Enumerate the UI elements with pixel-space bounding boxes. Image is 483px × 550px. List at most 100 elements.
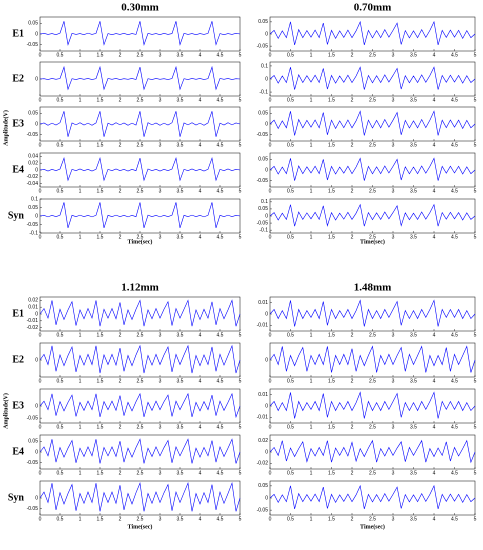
- y-tick-label: -0.05: [257, 132, 269, 138]
- x-tick-label: 2.5: [137, 516, 144, 522]
- panel-title: 0.30mm: [121, 2, 159, 14]
- x-tick-label: 4.5: [451, 470, 458, 476]
- row-label: E3: [12, 400, 24, 411]
- row-label: E4: [12, 164, 24, 175]
- y-tick-label: 0: [265, 76, 268, 82]
- y-tick-label: 0.05: [258, 157, 268, 163]
- row-label: E1: [12, 308, 24, 319]
- x-tick-label: 2.5: [137, 52, 144, 58]
- x-tick-label: 0.5: [57, 516, 64, 522]
- x-tick-label: 1: [79, 516, 82, 522]
- y-tick-label: 0: [35, 76, 38, 82]
- x-tick-label: 1: [310, 142, 313, 148]
- y-tick-label: 0.05: [28, 111, 38, 117]
- x-tick-label: 2: [119, 188, 122, 194]
- x-tick-label: 1: [310, 97, 313, 103]
- x-tick-label: 4: [199, 516, 202, 522]
- x-tick-label: 3: [392, 378, 395, 384]
- x-tick-label: 4: [199, 52, 202, 58]
- x-tick-label: 2.5: [137, 188, 144, 194]
- x-tick-label: 1: [310, 378, 313, 384]
- row-label: Syn: [8, 492, 25, 503]
- x-tick-label: 4.5: [217, 424, 224, 430]
- x-axis-label: Time(sec): [128, 523, 153, 530]
- y-tick-label: 0: [35, 213, 38, 219]
- x-tick-label: 1.5: [97, 234, 104, 240]
- x-tick-label: 2.5: [369, 378, 376, 384]
- y-tick-label: 0.05: [258, 111, 268, 117]
- x-tick-label: 1: [79, 470, 82, 476]
- row-label: E2: [12, 73, 24, 84]
- x-tick-label: 1: [79, 234, 82, 240]
- y-tick-label: 0: [265, 121, 268, 127]
- x-tick-label: 4: [199, 188, 202, 194]
- x-tick-label: 3: [159, 516, 162, 522]
- x-tick-label: 2: [351, 378, 354, 384]
- x-tick-label: 2.5: [369, 332, 376, 338]
- x-tick-label: 3: [392, 97, 395, 103]
- x-tick-label: 0: [269, 332, 272, 338]
- y-tick-label: 0: [265, 311, 268, 317]
- panel-title: 1.48mm: [354, 282, 392, 294]
- x-tick-label: 2.5: [369, 97, 376, 103]
- x-tick-label: 4.5: [217, 52, 224, 58]
- x-tick-label: 2: [119, 234, 122, 240]
- x-tick-label: 2: [351, 516, 354, 522]
- x-tick-label: 4.5: [217, 516, 224, 522]
- x-tick-label: 3: [159, 52, 162, 58]
- x-axis-label: Time(sec): [128, 238, 153, 245]
- x-tick-label: 2.5: [137, 378, 144, 384]
- x-tick-label: 1.5: [328, 424, 335, 430]
- x-tick-label: 5: [474, 188, 477, 194]
- x-tick-label: 1.5: [328, 470, 335, 476]
- x-tick-label: 1: [310, 470, 313, 476]
- y-tick-label: 0: [265, 403, 268, 409]
- x-tick-label: 0: [39, 470, 42, 476]
- x-tick-label: 0: [39, 234, 42, 240]
- y-tick-label: 0: [35, 311, 38, 317]
- x-tick-label: 5: [474, 142, 477, 148]
- x-tick-label: 5: [239, 142, 242, 148]
- y-tick-label: 0: [265, 167, 268, 173]
- x-tick-label: 2.5: [369, 516, 376, 522]
- x-tick-label: 3: [392, 188, 395, 194]
- x-tick-label: 1.5: [97, 52, 104, 58]
- x-tick-label: 3: [392, 234, 395, 240]
- signal-line: [39, 481, 241, 512]
- x-tick-label: 2.5: [137, 142, 144, 148]
- y-tick-label: -0.05: [257, 178, 269, 184]
- x-tick-label: 0.5: [57, 332, 64, 338]
- x-tick-label: 0: [39, 516, 42, 522]
- x-tick-label: 0.5: [287, 332, 294, 338]
- x-tick-label: 3.5: [177, 52, 184, 58]
- x-tick-label: 3: [159, 188, 162, 194]
- x-tick-label: 0.5: [57, 470, 64, 476]
- x-tick-label: 1.5: [97, 470, 104, 476]
- x-tick-label: 0: [269, 188, 272, 194]
- signal-line: [39, 392, 241, 419]
- plot-frame: [269, 480, 476, 516]
- x-tick-label: 4: [433, 332, 436, 338]
- x-tick-label: 1.5: [328, 234, 335, 240]
- x-tick-label: 5: [239, 470, 242, 476]
- x-tick-label: 5: [474, 378, 477, 384]
- x-tick-label: 4: [433, 188, 436, 194]
- y-tick-label: -0.05: [27, 222, 39, 228]
- x-tick-label: 3.5: [177, 234, 184, 240]
- y-axis-label: Amplitude(V): [2, 110, 9, 146]
- y-tick-label: -0.01: [257, 323, 269, 329]
- x-tick-label: 3: [159, 234, 162, 240]
- x-tick-label: 2: [119, 516, 122, 522]
- x-tick-label: 3.5: [410, 424, 417, 430]
- x-tick-label: 5: [239, 378, 242, 384]
- x-tick-label: 3: [392, 52, 395, 58]
- x-tick-label: 0.5: [57, 234, 64, 240]
- signal-line: [39, 65, 241, 91]
- y-tick-label: 0.05: [28, 205, 38, 211]
- x-tick-label: 1.5: [328, 97, 335, 103]
- x-tick-label: 3: [159, 97, 162, 103]
- row-label: E3: [12, 118, 24, 129]
- x-tick-label: 2: [119, 97, 122, 103]
- x-tick-label: 2: [351, 97, 354, 103]
- x-tick-label: 0: [39, 97, 42, 103]
